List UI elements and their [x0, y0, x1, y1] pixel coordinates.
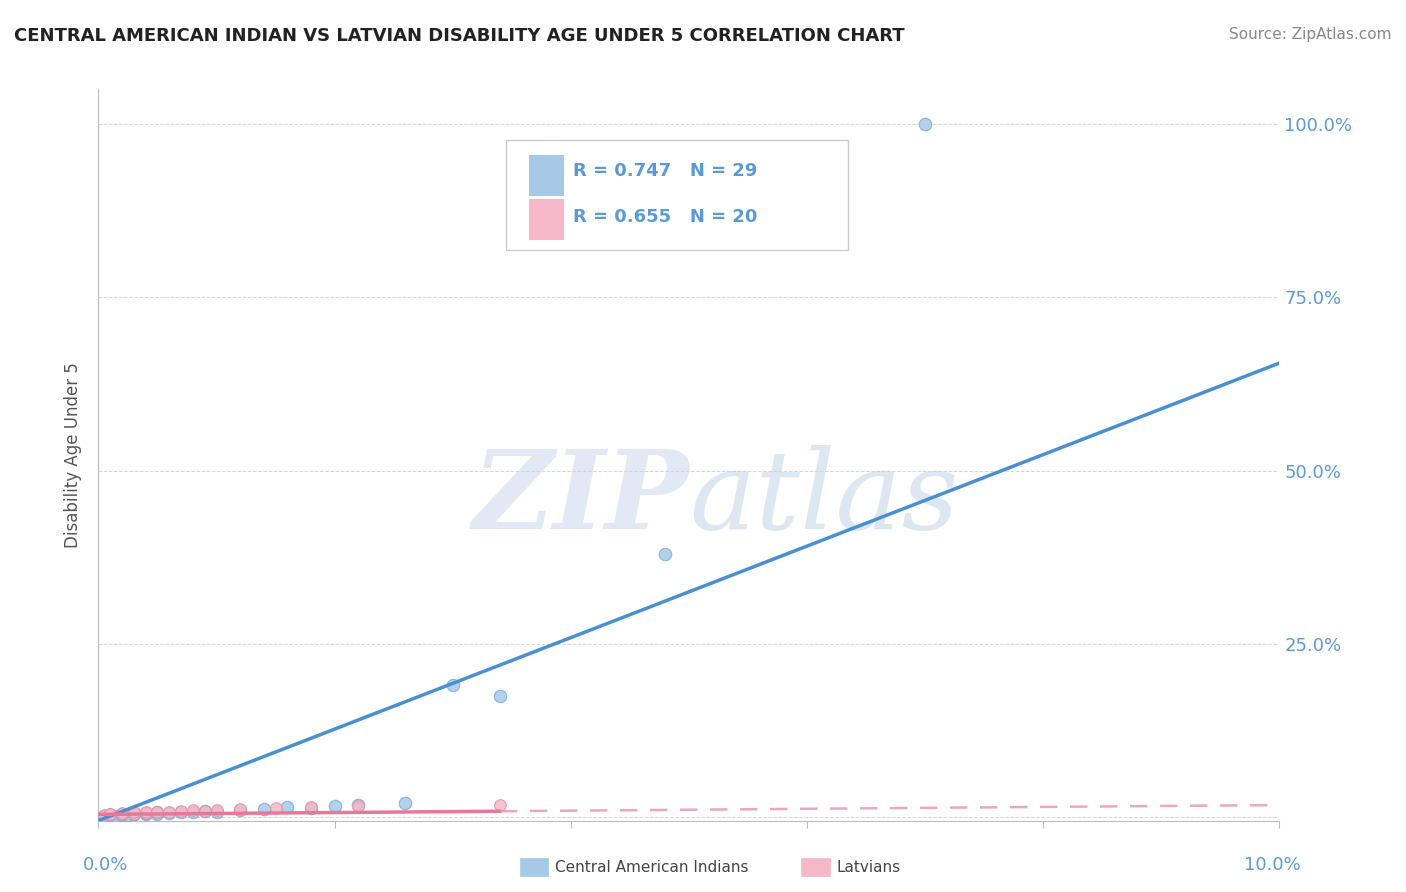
Point: [157, 805, 180, 819]
Point: [93, 809, 115, 823]
Point: [157, 805, 180, 820]
Point: [98, 809, 121, 823]
Text: CENTRAL AMERICAN INDIAN VS LATVIAN DISABILITY AGE UNDER 5 CORRELATION CHART: CENTRAL AMERICAN INDIAN VS LATVIAN DISAB…: [14, 27, 904, 45]
Point: [253, 802, 276, 816]
Point: [323, 799, 346, 814]
Point: [111, 805, 134, 820]
Point: [117, 808, 139, 822]
Point: [105, 809, 128, 823]
Point: [146, 805, 169, 820]
Point: [194, 804, 217, 818]
Point: [205, 803, 228, 817]
Point: [914, 117, 936, 131]
Point: [135, 805, 157, 820]
Point: [194, 804, 217, 818]
Text: ZIP: ZIP: [472, 445, 689, 552]
Point: [146, 806, 169, 821]
Text: Central American Indians: Central American Indians: [555, 860, 749, 874]
Point: [654, 547, 676, 561]
Point: [111, 807, 134, 822]
Text: 0.0%: 0.0%: [83, 855, 128, 873]
Point: [93, 808, 115, 822]
Point: [170, 804, 193, 818]
Point: [135, 807, 157, 822]
Point: [122, 807, 145, 822]
Point: [347, 799, 370, 814]
Point: [394, 797, 416, 811]
Point: [98, 806, 121, 821]
Point: [146, 805, 169, 820]
Point: [181, 805, 204, 819]
Point: [264, 801, 287, 815]
Text: Source: ZipAtlas.com: Source: ZipAtlas.com: [1229, 27, 1392, 42]
Point: [347, 797, 370, 812]
Text: 10.0%: 10.0%: [1244, 855, 1301, 873]
Point: [111, 808, 134, 822]
Point: [98, 808, 121, 822]
Bar: [530, 199, 562, 239]
Text: Latvians: Latvians: [837, 860, 901, 874]
Point: [229, 803, 252, 817]
Text: R = 0.747   N = 29: R = 0.747 N = 29: [574, 162, 758, 180]
Point: [489, 797, 512, 812]
Point: [111, 807, 134, 822]
Point: [441, 678, 464, 692]
Point: [205, 805, 228, 819]
Point: [135, 805, 157, 819]
Point: [122, 806, 145, 821]
Point: [181, 803, 204, 817]
Point: [98, 807, 121, 822]
Point: [135, 805, 157, 820]
Point: [122, 806, 145, 821]
Bar: [530, 155, 562, 195]
Point: [299, 801, 322, 815]
Point: [299, 800, 322, 814]
Point: [229, 802, 252, 816]
Text: R = 0.655   N = 20: R = 0.655 N = 20: [574, 208, 758, 227]
Text: atlas: atlas: [689, 445, 959, 552]
Point: [276, 800, 298, 814]
Y-axis label: Disability Age Under 5: Disability Age Under 5: [65, 362, 83, 548]
Point: [170, 805, 193, 820]
Point: [489, 689, 512, 703]
Point: [122, 805, 145, 820]
FancyBboxPatch shape: [506, 140, 848, 250]
